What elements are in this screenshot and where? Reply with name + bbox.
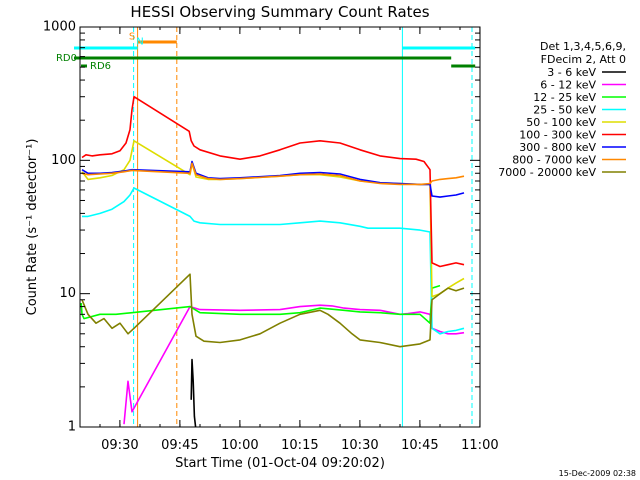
state-label-s: S — [129, 31, 135, 42]
legend-label-12-25-kev: 12 - 25 keV — [533, 91, 596, 104]
generated-timestamp: 15-Dec-2009 02:38 — [559, 469, 636, 478]
series-line-3-6-kev — [190, 358, 197, 428]
x-tick-label-10-30: 10:30 — [341, 438, 378, 453]
x-tick-label-10-15: 10:15 — [281, 438, 318, 453]
x-tick-label-10-00: 10:00 — [221, 438, 258, 453]
legend-label-800-7000-kev: 800 - 7000 keV — [512, 154, 596, 167]
state-label-rd0: RD0 — [56, 53, 77, 64]
y-tick-label-100: 100 — [51, 153, 76, 168]
legend-label-300-800-kev: 300 - 800 keV — [519, 141, 596, 154]
x-tick-label-09-30: 09:30 — [101, 438, 138, 453]
x-axis-label: Start Time (01-Oct-04 09:20:02) — [175, 456, 385, 471]
legend-header-line-1: Det 1,3,4,5,6,9, — [540, 40, 626, 53]
legend: Det 1,3,4,5,6,9, FDecim 2, Att 0 3 - 6 k… — [498, 40, 626, 179]
x-tick-label-09-45: 09:45 — [161, 438, 198, 453]
state-bars: S N RD0 RD6 — [56, 31, 476, 72]
series-line-100-300-kev — [81, 95, 465, 268]
series-line-7000-20000-kev — [81, 273, 465, 348]
series-line-12-25-kev — [80, 284, 441, 325]
legend-header-line-2: FDecim 2, Att 0 — [541, 53, 626, 66]
chart-title: HESSI Observing Summary Count Rates — [130, 3, 429, 21]
legend-label-25-50-kev: 25 - 50 keV — [533, 104, 596, 117]
y-tick-label-1000: 1000 — [43, 20, 76, 35]
legend-label-100-300-kev: 100 - 300 keV — [519, 129, 596, 142]
legend-label-50-100-kev: 50 - 100 keV — [526, 116, 596, 129]
y-axis-ticks: 1 10 100 1000 — [43, 20, 480, 435]
state-label-rd6: RD6 — [90, 61, 111, 72]
y-tick-label-1: 1 — [68, 420, 76, 435]
legend-label-7000-20000-kev: 7000 - 20000 keV — [498, 166, 596, 179]
y-axis-label: Count Rate (s⁻¹ detector⁻¹) — [25, 139, 40, 316]
x-tick-label-11-00: 11:00 — [461, 438, 498, 453]
x-axis-ticks: 09:30 09:45 10:00 10:15 10:30 10:45 11:00 — [79, 27, 499, 453]
series-line-800-7000-kev — [81, 162, 465, 186]
series-lines — [80, 95, 465, 428]
legend-label-6-12-kev: 6 - 12 keV — [540, 79, 596, 92]
y-tick-label-10: 10 — [59, 286, 76, 301]
x-tick-label-10-45: 10:45 — [401, 438, 438, 453]
state-label-n: N — [136, 36, 143, 47]
legend-label-3-6-kev: 3 - 6 keV — [547, 66, 596, 79]
